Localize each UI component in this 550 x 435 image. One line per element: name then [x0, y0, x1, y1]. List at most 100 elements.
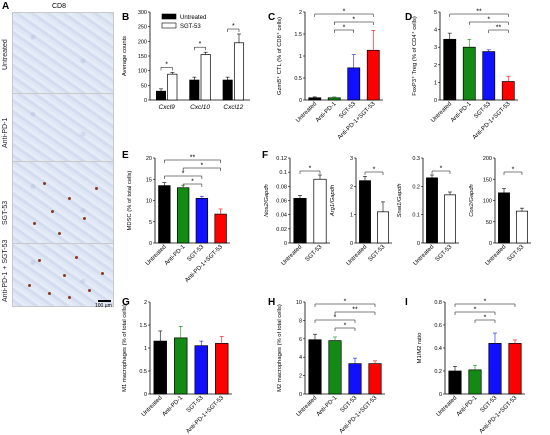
chart-i-bar — [488, 343, 502, 395]
chart-f1-y-tick-label: 0.12 — [276, 156, 287, 162]
chart-e-y-tick-label: 10 — [146, 199, 152, 205]
chart-f4-y-tick-label: 50 — [486, 220, 492, 226]
chart-d-y-tick-label: 5 — [434, 10, 437, 16]
chart-g-bar — [215, 343, 229, 395]
chart-b-bar — [155, 90, 167, 101]
legend-label-sgt-53: SGT-53 — [180, 24, 201, 30]
chart-b-bar — [200, 54, 211, 101]
chart-h-bar — [328, 340, 342, 395]
chart-d-y-tick-label: 2 — [434, 63, 437, 69]
chart-f3-bar — [444, 194, 456, 244]
chart-f1-x-tick-label: SGT-53 — [305, 244, 324, 263]
chart-c-sig-bracket — [334, 29, 354, 33]
chart-b-sig-label: * — [165, 61, 168, 68]
panel-a: A CD8 Untreated Anti-PD-1 SGT-53 Anti-PD… — [0, 0, 117, 435]
chart-d-y-tick-label: 1 — [434, 80, 437, 86]
panel-letter-h: H — [268, 297, 275, 308]
chart-c-x-tick-label: SGT-53 — [338, 101, 357, 120]
chart-e-sig-label: * — [201, 163, 204, 170]
chart-c-bar — [327, 97, 341, 101]
chart-i-bar — [508, 343, 522, 395]
chart-f1-y-tick-label: 0.04 — [276, 213, 287, 219]
chart-b-x-tick-label: Cxcl12 — [223, 104, 243, 111]
chart-f4-y-tick-label: 0 — [489, 241, 492, 247]
chart-f1-y-label: Nos2/Gapdh — [264, 184, 270, 217]
chart-i-y-tick-label: 0.2 — [434, 369, 442, 375]
chart-h-bar — [348, 363, 362, 395]
chart-h-sig-bracket — [314, 303, 376, 307]
chart-b-y-tick-label: 0 — [144, 98, 147, 104]
chart-b-sig-bracket — [227, 28, 240, 32]
scale-bar-label: 100 µm — [95, 303, 112, 309]
chart-f3-y-tick-label: 0.1 — [412, 213, 420, 219]
chart-i-sig-bracket — [454, 303, 516, 307]
chart-f3-bar — [426, 177, 438, 244]
chart-h-x-tick-label: Anti-PD-1 — [316, 395, 339, 418]
chart-c-bar — [366, 49, 380, 101]
chart-b-y-label: Average counts — [122, 36, 128, 76]
chart-f2-sig-bracket — [364, 171, 384, 175]
chart-c-sig-bracket — [334, 21, 374, 25]
chart-g-y-tick-label: 2 — [144, 300, 147, 306]
chart-d-bar — [482, 51, 496, 101]
legend-swatch-sgt-53 — [161, 22, 177, 29]
ihc-image-sgt-53 — [12, 161, 114, 244]
chart-d-y-tick-label: 3 — [434, 45, 437, 51]
chart-g-y-tick-label: 0.5 — [139, 369, 147, 375]
chart-f2-y-tick-label: 1 — [350, 213, 353, 219]
chart-f1-y-tick-label: 0 — [284, 241, 287, 247]
chart-h-sig-label: ** — [352, 307, 358, 314]
chart-e-sig-bracket — [164, 159, 221, 163]
stain-label: CD8 — [52, 3, 67, 10]
chart-g-y-tick-label: 1.5 — [139, 323, 147, 329]
chart-f3-x-tick-label: SGT-53 — [435, 244, 454, 263]
chart-f1-sig-label: * — [309, 166, 312, 173]
legend-label-untreated: Untreated — [180, 15, 206, 21]
chart-b-x-tick-label: Cxcl10 — [190, 104, 210, 111]
chart-f1-y-tick-label: 0.02 — [276, 227, 287, 233]
chart-e-sig-bracket — [164, 175, 203, 179]
panel-letter-e: E — [122, 150, 129, 161]
chart-d-bar — [462, 46, 476, 101]
chart-d-x-tick-label: Anti-PD-1+SGT-53 — [472, 101, 512, 141]
chart-i-x-tick-label: SGT-53 — [480, 395, 499, 414]
chart-f1-y-tick-label: 0.08 — [276, 184, 287, 190]
chart-g-bar — [194, 345, 208, 395]
chart-f3-y-tick-label: 0 — [417, 241, 420, 247]
chart-h-sig-label: * — [344, 299, 347, 306]
chart-e-bar — [158, 185, 171, 244]
chart-e-sig-bracket — [182, 183, 203, 187]
chart-c-y-tick-label: 2 — [299, 10, 302, 16]
chart-b-bar — [222, 79, 233, 101]
chart-e-sig-bracket — [182, 167, 221, 171]
chart-i-x-tick-label: Anti-PD-1+SGT-53 — [479, 395, 519, 435]
chart-b-y-tick-label: 250 — [138, 25, 147, 31]
chart-e-x-tick-label: Anti-PD-1 — [164, 244, 187, 267]
chart-f3-sig-bracket — [431, 170, 451, 174]
chart-i-y-label: M1/M2 ratio — [417, 333, 423, 364]
chart-i-sig-bracket — [474, 319, 496, 323]
chart-h-x-tick-label: Anti-PD-1+SGT-53 — [339, 395, 379, 435]
chart-e-y-tick-label: 20 — [146, 156, 152, 162]
chart-f1-bar — [293, 198, 307, 244]
chart-f2-bar — [377, 211, 389, 244]
chart-i-sig-label: * — [484, 315, 487, 322]
chart-h-bar — [368, 363, 382, 395]
panel-letter-f: F — [262, 150, 268, 161]
chart-f3-y-label: Snai1/Gapdh — [397, 184, 403, 218]
chart-h-y-tick-label: 10 — [296, 300, 302, 306]
chart-e-sig-label: ** — [190, 155, 196, 162]
chart-h-y-label: M2 macrophages (% of total cells) — [277, 304, 283, 392]
chart-h-sig-bracket — [314, 319, 356, 323]
chart-b-y-tick-label: 50 — [141, 83, 147, 89]
chart-e-x-tick-label: Anti-PD-1+SGT-53 — [184, 244, 224, 284]
chart-e-y-tick-label: 5 — [149, 220, 152, 226]
ihc-image-combo — [12, 243, 114, 307]
chart-f4-x-tick-label: Untreated — [485, 244, 508, 267]
chart-h-x-tick-label: Untreated — [296, 395, 319, 418]
chart-f1-sig-bracket — [299, 170, 321, 174]
chart-h-sig-bracket — [334, 311, 376, 315]
chart-i-sig-label: * — [484, 299, 487, 306]
chart-f2-x-tick-label: SGT-53 — [368, 244, 387, 263]
chart-c-sig-label: * — [343, 25, 346, 32]
